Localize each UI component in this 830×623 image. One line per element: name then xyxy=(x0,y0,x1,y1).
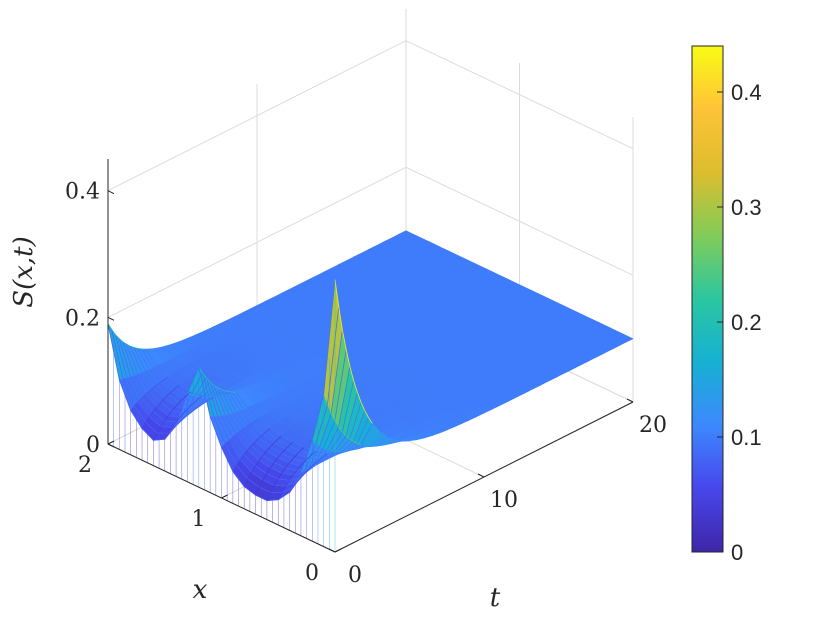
t-tick-label-1: 10 xyxy=(490,488,518,513)
colorbar-gradient xyxy=(691,45,724,553)
mesh-line-t xyxy=(153,391,191,441)
mesh-line-t xyxy=(232,428,271,472)
x-tick-mark-2 xyxy=(107,440,115,445)
mesh-line-t xyxy=(255,441,294,496)
colorbar: 0 0.1 0.2 0.3 0.4 xyxy=(691,45,762,565)
mesh-line-t xyxy=(198,366,237,393)
x-tick-mark-0 xyxy=(334,548,342,553)
grid-side-z-1 xyxy=(107,166,407,318)
surface-mesh xyxy=(107,230,634,552)
z-tick-mark-2 xyxy=(107,190,115,195)
mesh-line-t xyxy=(277,451,316,500)
colorbar-tick-label-1: 0.1 xyxy=(731,425,762,450)
x-tick-label-2: 2 xyxy=(78,453,92,478)
z-tick-label-1: 0.2 xyxy=(65,306,100,331)
t-tick-mark-1 xyxy=(477,473,485,478)
z-tick-label-2: 0.4 xyxy=(65,180,100,205)
t-tick-mark-2 xyxy=(626,398,634,403)
z-axis-label: S(x,t) xyxy=(9,236,39,307)
x-axis-label: x xyxy=(193,575,208,605)
colorbar-tick-label-0: 0 xyxy=(731,540,743,565)
mesh-line-t xyxy=(243,435,282,487)
z-tick-mark-0 xyxy=(107,443,115,448)
mesh-line-t xyxy=(175,396,214,426)
t-tick-label-0: 0 xyxy=(348,563,362,588)
x-tick-label-0: 0 xyxy=(305,561,319,586)
colorbar-tick-label-2: 0.2 xyxy=(731,310,762,335)
colorbar-tick-label-3: 0.3 xyxy=(731,195,762,220)
z-tick-mark-1 xyxy=(107,316,115,321)
mesh-line-t xyxy=(323,394,362,446)
mesh-line-t xyxy=(130,376,169,411)
mesh-line-t xyxy=(289,453,328,493)
mesh-line-t xyxy=(141,384,180,429)
t-axis-label: t xyxy=(490,583,501,613)
mesh-line-t xyxy=(107,323,146,350)
mesh-line-t xyxy=(187,392,225,398)
mesh-line-t xyxy=(300,453,339,473)
grid-back-z-1 xyxy=(405,166,634,276)
colorbar-tick-label-4: 0.4 xyxy=(731,80,762,105)
mesh-line-t xyxy=(221,418,260,448)
mesh-line-t xyxy=(210,407,248,417)
grid-side-z-2 xyxy=(107,40,407,192)
z-tick-label-0: 0 xyxy=(86,433,100,458)
mesh-line-t xyxy=(312,439,350,452)
mesh-line-t xyxy=(164,395,203,440)
t-tick-mark-0 xyxy=(328,548,336,553)
mesh-line-t xyxy=(266,447,305,501)
x-tick-mark-1 xyxy=(221,494,228,499)
mesh-line-t xyxy=(119,365,157,381)
x-tick-label-1: 1 xyxy=(192,507,206,532)
t-tick-label-2: 20 xyxy=(639,413,667,438)
mesh-line-t xyxy=(334,279,373,424)
grid-back-z-2 xyxy=(405,40,634,150)
